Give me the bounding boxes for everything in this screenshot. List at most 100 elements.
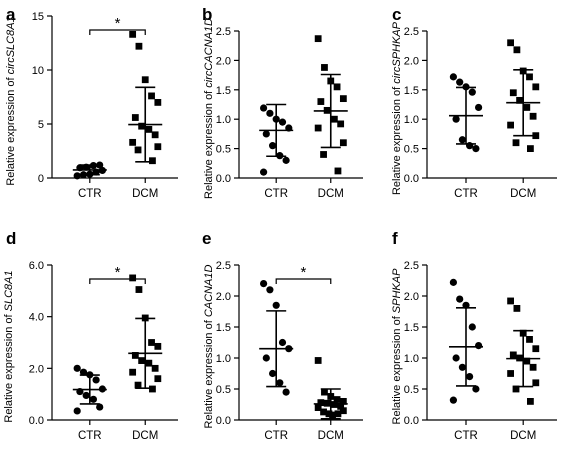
y-tick-label: 1.0 <box>404 353 419 365</box>
y-axis-label-prefix: Relative expression of <box>3 311 15 422</box>
data-point-dcm <box>509 351 517 359</box>
data-point-dcm <box>333 83 341 91</box>
data-point-dcm <box>513 46 521 54</box>
significance-star: * <box>115 15 121 32</box>
data-point-ctr <box>452 115 460 123</box>
data-point-ctr <box>260 168 268 176</box>
data-point-dcm <box>320 408 327 416</box>
y-tick-label: 1.5 <box>404 322 419 334</box>
y-tick-label: 1.0 <box>216 353 231 365</box>
data-point-dcm <box>145 359 153 367</box>
data-point-dcm <box>339 95 347 103</box>
data-point-dcm <box>507 39 514 47</box>
data-point-dcm <box>334 410 342 418</box>
y-axis-label-prefix: Relative expression of <box>391 313 403 424</box>
data-point-ctr <box>449 73 457 81</box>
y-tick-label: 2.0 <box>29 363 44 375</box>
data-point-ctr <box>73 172 81 180</box>
data-point-dcm <box>317 98 325 105</box>
data-point-ctr <box>449 278 457 286</box>
data-point-dcm <box>513 305 521 312</box>
data-point-dcm <box>325 410 333 418</box>
y-tick-label: 0.5 <box>216 144 231 156</box>
data-point-dcm <box>138 357 146 364</box>
data-point-ctr <box>269 142 277 150</box>
data-point-dcm <box>149 157 156 165</box>
panel-letter: e <box>202 229 211 248</box>
data-point-dcm <box>320 151 327 158</box>
y-tick-label: 1.0 <box>404 114 419 126</box>
data-point-dcm <box>154 99 162 106</box>
data-point-ctr <box>79 368 88 376</box>
data-point-dcm <box>314 404 322 411</box>
panel-b: b 0.0 0.5 1.0 1.5 2.0 2.5 CTR DCM Relative expres… <box>202 5 363 200</box>
y-axis-label-gene: circCACNA1D <box>203 18 215 88</box>
data-point-dcm <box>330 115 338 123</box>
y-tick-label: 0.0 <box>404 173 419 185</box>
y-axis-label-gene: CACNA1D <box>203 265 215 318</box>
y-tick-label: 0.5 <box>216 384 231 396</box>
panel-letter: f <box>392 229 398 248</box>
y-tick-label: 1.5 <box>216 322 231 334</box>
panel-letter: d <box>6 229 16 248</box>
data-point-dcm <box>145 126 153 133</box>
data-point-dcm <box>507 297 514 305</box>
panel-letter: b <box>202 5 212 24</box>
significance-star: * <box>115 264 121 281</box>
x-tick-label-ctr: CTR <box>454 188 478 200</box>
y-tick-label: 10 <box>32 65 44 77</box>
data-point-ctr <box>262 130 270 138</box>
data-point-dcm <box>321 388 328 396</box>
y-axis-label-gene: circSLC8A1 <box>5 16 17 74</box>
panel-c: c 0.0 0.5 1.0 1.5 2.0 2.5 CTR DCM Relative expres… <box>391 5 557 200</box>
data-point-ctr <box>282 388 290 396</box>
data-point-dcm <box>151 131 159 139</box>
data-point-ctr <box>475 103 483 112</box>
data-point-dcm <box>526 73 533 81</box>
data-point-ctr <box>475 342 483 350</box>
data-point-ctr <box>452 354 460 362</box>
y-axis-label: Relative expression of circCACNA1D <box>203 18 215 199</box>
data-point-ctr <box>96 403 104 411</box>
data-point-ctr <box>278 338 287 347</box>
data-point-dcm <box>314 35 322 43</box>
data-point-dcm <box>337 120 345 128</box>
data-point-dcm <box>141 76 149 84</box>
data-point-ctr <box>260 280 268 288</box>
data-point-dcm <box>329 411 336 419</box>
y-tick-label: 0.5 <box>404 384 419 396</box>
data-point-dcm <box>523 104 531 111</box>
data-point-dcm <box>148 92 155 100</box>
y-tick-label: 0.0 <box>216 173 231 185</box>
data-point-dcm <box>527 398 534 405</box>
panel-d: d 0.0 2.0 4.0 6.0 CTR DCM Relative expression o… <box>3 229 178 442</box>
y-tick-label: 5 <box>38 119 44 131</box>
data-point-dcm <box>129 274 137 282</box>
data-point-dcm <box>148 339 155 346</box>
data-point-dcm <box>339 407 347 415</box>
data-point-ctr <box>269 369 277 378</box>
significance-bracket <box>275 278 332 284</box>
data-point-ctr <box>262 354 270 362</box>
data-point-dcm <box>334 167 342 175</box>
data-point-dcm <box>532 83 540 91</box>
data-point-dcm <box>532 379 540 387</box>
data-point-ctr <box>458 136 466 144</box>
y-tick-label: 0.5 <box>404 144 419 156</box>
significance-star: * <box>301 264 307 281</box>
y-tick-label: 2.5 <box>216 260 231 272</box>
data-point-dcm <box>529 112 537 120</box>
data-point-ctr <box>266 109 274 117</box>
data-point-dcm <box>339 398 347 405</box>
y-axis-label-gene: SLC8A1 <box>3 270 15 311</box>
data-point-ctr <box>468 88 476 96</box>
y-tick-label: 0 <box>38 173 44 185</box>
data-point-ctr <box>260 104 268 112</box>
data-point-dcm <box>516 96 523 104</box>
data-point-dcm <box>523 357 531 365</box>
data-point-dcm <box>339 139 347 147</box>
y-axis-label-prefix: Relative expression of <box>203 88 215 199</box>
x-tick-label-ctr: CTR <box>78 188 102 200</box>
data-point-dcm <box>321 64 328 71</box>
